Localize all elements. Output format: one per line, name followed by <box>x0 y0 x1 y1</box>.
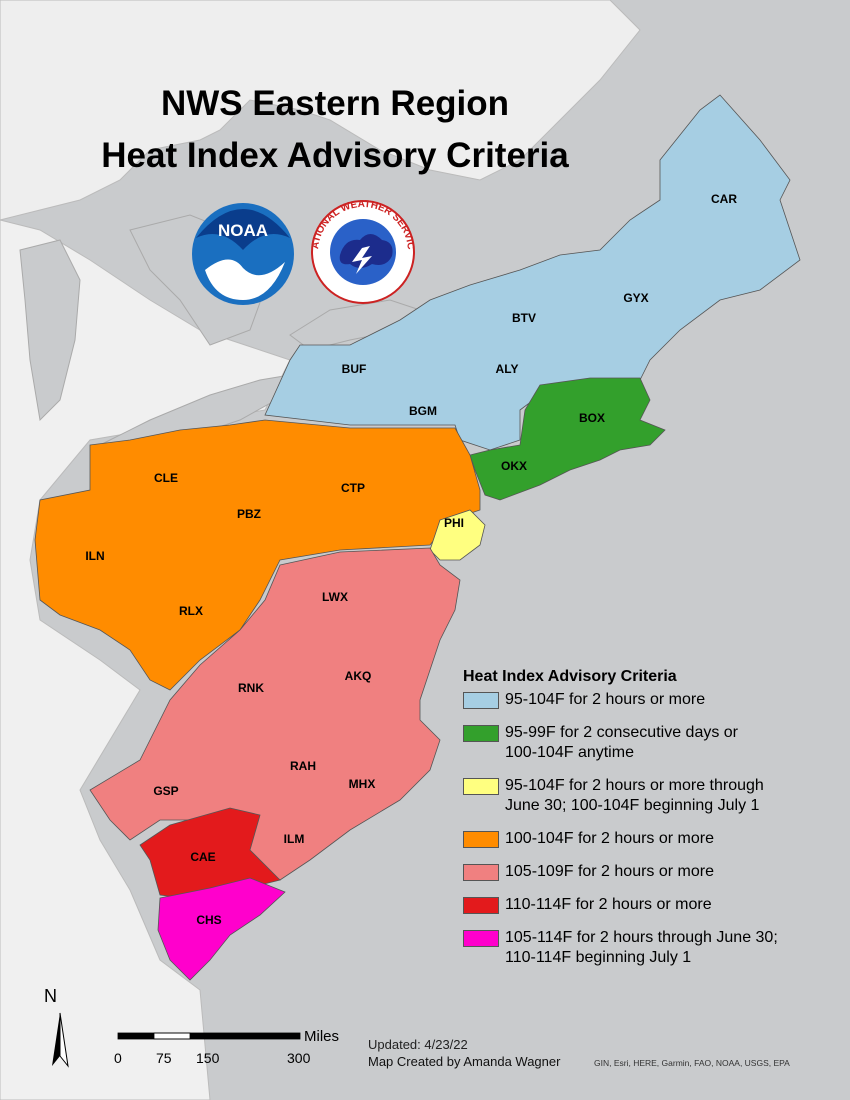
zone-orange <box>34 419 481 691</box>
office-label-aly: ALY <box>496 362 519 376</box>
legend-item-line1: 95-99F for 2 consecutive days or <box>505 724 739 741</box>
office-label-cae: CAE <box>190 850 215 864</box>
map-credit: Map Created by Amanda Wagner <box>368 1054 561 1069</box>
office-label-ctp: CTP <box>341 481 365 495</box>
legend-item: 110-114F for 2 hours or more <box>463 895 843 915</box>
office-label-rnk: RNK <box>238 681 264 695</box>
legend-swatch <box>463 692 499 709</box>
legend-item: 100-104F for 2 hours or more <box>463 829 843 849</box>
legend-swatch <box>463 864 499 881</box>
scale-tick-75: 75 <box>156 1050 172 1066</box>
scale-tick-150: 150 <box>196 1050 220 1066</box>
legend-swatch <box>463 778 499 795</box>
legend-item-line1: 105-109F for 2 hours or more <box>505 863 714 880</box>
legend-item: 95-104F for 2 hours or more <box>463 690 843 710</box>
office-label-akq: AKQ <box>345 669 372 683</box>
legend-item-line2: 100-104F anytime <box>505 744 634 761</box>
office-label-bgm: BGM <box>409 404 437 418</box>
office-label-okx: OKX <box>501 459 527 473</box>
legend-swatch <box>463 725 499 742</box>
noaa-logo: NOAA <box>192 203 294 305</box>
legend-swatch <box>463 831 499 848</box>
scale-bar <box>117 1032 301 1040</box>
office-label-gsp: GSP <box>153 784 178 798</box>
legend-item-line1: 105-114F for 2 hours through June 30; <box>505 929 778 946</box>
office-label-cle: CLE <box>154 471 178 485</box>
zone-chs <box>157 877 286 981</box>
map-title-line2: Heat Index Advisory Criteria <box>101 136 569 175</box>
legend-item-line1: 100-104F for 2 hours or more <box>505 830 714 847</box>
updated-date: Updated: 4/23/22 <box>368 1037 468 1052</box>
office-label-chs: CHS <box>196 913 221 927</box>
legend-swatch <box>463 930 499 947</box>
legend-item-line1: 95-104F for 2 hours or more <box>505 691 706 708</box>
office-label-lwx: LWX <box>322 590 348 604</box>
office-label-mhx: MHX <box>349 777 376 791</box>
legend-item-line2: 110-114F beginning July 1 <box>505 949 692 966</box>
north-label: N <box>44 986 57 1006</box>
scale-tick-300: 300 <box>287 1050 311 1066</box>
basemap-attribution: GIN, Esri, HERE, Garmin, FAO, NOAA, USGS… <box>594 1058 790 1068</box>
land-background <box>0 0 641 221</box>
office-label-rlx: RLX <box>179 604 203 618</box>
office-label-iln: ILN <box>85 549 104 563</box>
legend-title: Heat Index Advisory Criteria <box>463 668 677 685</box>
north-arrow-icon <box>52 1012 69 1068</box>
legend-item: 105-114F for 2 hours through June 30; 11… <box>463 928 843 968</box>
lake-michigan <box>19 239 81 422</box>
office-label-buf: BUF <box>342 362 367 376</box>
office-label-rah: RAH <box>290 759 316 773</box>
office-label-gyx: GYX <box>623 291 648 305</box>
zone-box-okx <box>469 377 666 501</box>
office-label-phi: PHI <box>444 516 464 530</box>
legend-swatch <box>463 897 499 914</box>
office-label-ilm: ILM <box>284 832 305 846</box>
legend-item-line1: 110-114F for 2 hours or more <box>505 896 712 913</box>
map-title-line1: NWS Eastern Region <box>160 84 510 123</box>
legend-item: 95-99F for 2 consecutive days or 100-104… <box>463 723 843 763</box>
office-label-car: CAR <box>711 192 737 206</box>
legend-item: 105-109F for 2 hours or more <box>463 862 843 882</box>
scale-tick-0: 0 <box>114 1050 122 1066</box>
legend-item-line1: 95-104F for 2 hours or more through <box>505 777 764 794</box>
legend: Heat Index Advisory Criteria 95-104F for… <box>463 668 843 981</box>
legend-item: 95-104F for 2 hours or more through June… <box>463 776 843 816</box>
noaa-logo-text: NOAA <box>218 221 268 240</box>
office-label-btv: BTV <box>512 311 536 325</box>
land-west <box>0 219 291 1100</box>
scale-unit: Miles <box>304 1028 340 1045</box>
office-label-box: BOX <box>579 411 605 425</box>
legend-item-line2: June 30; 100-104F beginning July 1 <box>505 797 760 814</box>
zone-car-btv-gyx <box>264 94 801 451</box>
zone-pink <box>89 547 461 881</box>
office-label-pbz: PBZ <box>237 507 261 521</box>
